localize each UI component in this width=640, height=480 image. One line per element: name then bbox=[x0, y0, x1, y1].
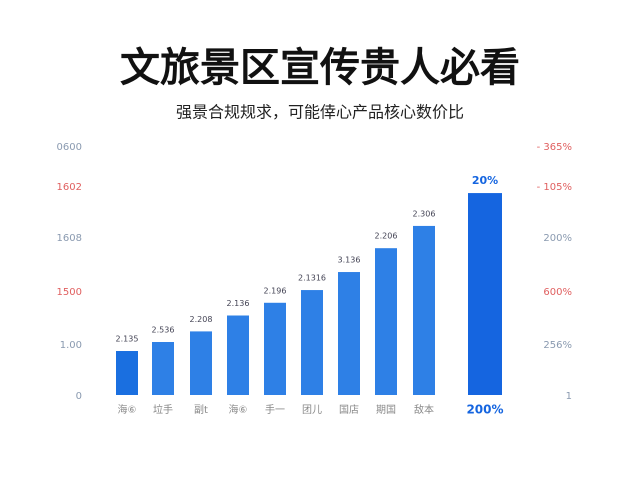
value-label: 2.136 bbox=[227, 299, 250, 308]
bar bbox=[375, 248, 397, 395]
bar bbox=[264, 302, 286, 395]
bar bbox=[338, 272, 360, 395]
y2-axis-label: - 365% bbox=[537, 142, 572, 153]
bar bbox=[227, 315, 249, 395]
y-axis-label: 1.00 bbox=[60, 340, 82, 351]
bar bbox=[301, 290, 323, 395]
x-tick-label: 期国 bbox=[376, 404, 396, 416]
x-tick-label: 副t bbox=[194, 404, 208, 416]
value-label: 2.135 bbox=[116, 335, 139, 344]
x-tick-label: 200% bbox=[466, 403, 503, 417]
value-label: 2.1316 bbox=[298, 274, 326, 283]
x-tick-label: 垃手 bbox=[153, 403, 173, 416]
bar bbox=[190, 331, 212, 395]
chart-subtitle: 强景合规规求，可能倖心产品核心数价比 bbox=[176, 103, 464, 122]
x-tick-label: 手一 bbox=[265, 403, 285, 416]
y2-axis-label: 1 bbox=[566, 391, 572, 402]
bar bbox=[468, 193, 502, 395]
y-axis-label: 1500 bbox=[57, 287, 82, 298]
y2-axis-label: 200% bbox=[543, 233, 572, 244]
value-label: 2.536 bbox=[152, 326, 175, 335]
bar bbox=[152, 342, 174, 395]
bar bbox=[116, 351, 138, 395]
value-label: 20% bbox=[472, 174, 498, 187]
y-axis-label: 0 bbox=[76, 391, 82, 402]
x-tick-label: 团儿 bbox=[302, 404, 322, 416]
bar bbox=[413, 225, 435, 395]
y2-axis-label: 600% bbox=[543, 287, 572, 298]
value-label: 2.208 bbox=[190, 315, 213, 324]
chart-title: 文旅景区宣传贵人必看 bbox=[120, 45, 520, 91]
x-tick-label: 敌本 bbox=[414, 403, 434, 416]
value-label: 3.136 bbox=[338, 256, 361, 265]
x-tick-label: 海⑥ bbox=[118, 403, 137, 416]
y-axis-label: 1608 bbox=[57, 233, 82, 244]
y-axis-label: 1602 bbox=[57, 182, 82, 193]
y-axis-label: 0600 bbox=[57, 142, 82, 153]
x-tick-label: 海⑥ bbox=[229, 403, 248, 416]
value-label: 2.196 bbox=[264, 286, 287, 295]
value-label: 2.206 bbox=[375, 232, 398, 241]
x-tick-label: 国店 bbox=[339, 403, 359, 416]
value-label: 2.306 bbox=[413, 209, 436, 218]
y2-axis-label: - 105% bbox=[537, 182, 572, 193]
y2-axis-label: 256% bbox=[543, 340, 572, 351]
